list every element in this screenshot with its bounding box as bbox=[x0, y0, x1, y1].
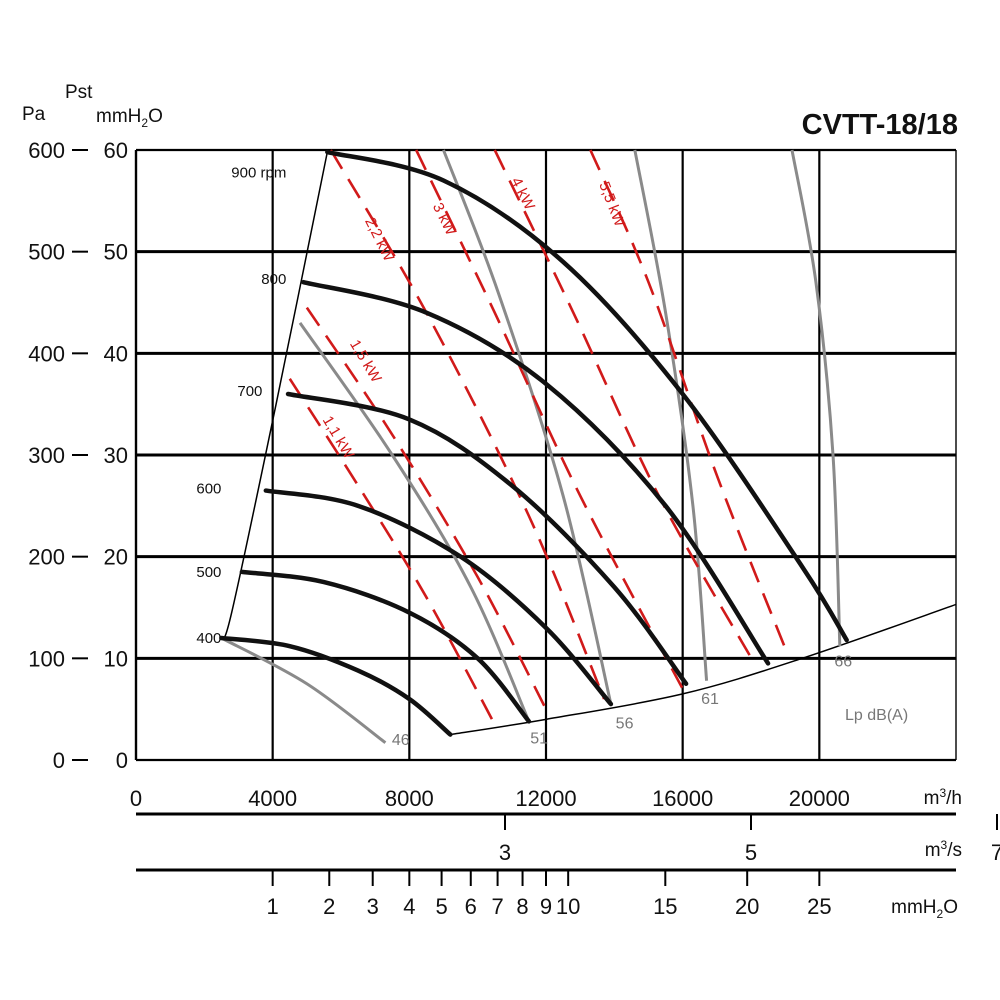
power-curve bbox=[414, 149, 684, 690]
system-boundary-curve bbox=[220, 151, 329, 640]
sound-curve-label: 56 bbox=[616, 715, 634, 732]
power-curve-label: 1,5 kW bbox=[346, 337, 385, 387]
x-tick-label: 0 bbox=[130, 786, 142, 811]
scale-ms-label: 5 bbox=[745, 840, 757, 865]
power-curve bbox=[493, 149, 756, 665]
y-tick-label-pa: 200 bbox=[28, 545, 65, 570]
power-curve-label: 2,2 kW bbox=[361, 215, 397, 265]
y-tick-label-mmh2o: 20 bbox=[104, 545, 128, 570]
y-axis-label-mmh2o: mmH2O bbox=[96, 106, 163, 130]
scale-dyn-label: 6 bbox=[465, 894, 477, 919]
scale-dyn-label: 25 bbox=[807, 894, 831, 919]
y-tick-label-mmh2o: 50 bbox=[104, 240, 128, 265]
scale-dyn-label: 3 bbox=[367, 894, 379, 919]
sound-curve-label: 61 bbox=[701, 691, 719, 708]
power-curve-label: 3 kW bbox=[429, 200, 460, 239]
sound-curve-label: 51 bbox=[530, 731, 548, 748]
y-tick-label-pa: 600 bbox=[28, 138, 65, 163]
speed-curve bbox=[285, 391, 689, 686]
scale-dyn-label: 2 bbox=[323, 894, 335, 919]
speed-curve-label: 400 bbox=[196, 630, 221, 647]
speed-curve bbox=[219, 635, 453, 737]
scale-dyn-label: 4 bbox=[403, 894, 415, 919]
y-axis-label-pst: Pst bbox=[65, 82, 93, 103]
scale-ms-label: 3 bbox=[499, 840, 511, 865]
y-tick-label-pa: 100 bbox=[28, 646, 65, 671]
speed-curve bbox=[263, 488, 614, 707]
speed-curve-label: 500 bbox=[196, 564, 221, 581]
y-tick-label-pa: 300 bbox=[28, 443, 65, 468]
dynamic-pressure-label: mmH2O bbox=[891, 897, 958, 921]
speed-curve-label: 700 bbox=[237, 383, 262, 400]
power-curve-label: 4 kW bbox=[507, 175, 538, 214]
speed-curve bbox=[325, 149, 849, 643]
chart-curves bbox=[219, 149, 957, 744]
speed-curve bbox=[239, 569, 532, 724]
lower-boundary-curve bbox=[450, 603, 957, 736]
y-tick-label-mmh2o: 0 bbox=[116, 748, 128, 773]
scale-dyn-label: 15 bbox=[653, 894, 677, 919]
y-tick-label-pa: 400 bbox=[28, 341, 65, 366]
y-tick-label-mmh2o: 60 bbox=[104, 138, 128, 163]
x-axis-label-m3h: m3/h bbox=[924, 786, 962, 809]
power-curve bbox=[288, 378, 496, 726]
y-tick-label-pa: 500 bbox=[28, 240, 65, 265]
x-tick-label: 8000 bbox=[385, 786, 434, 811]
sound-curve bbox=[790, 149, 842, 647]
sound-curve bbox=[220, 636, 387, 744]
power-curve bbox=[329, 149, 606, 700]
grid bbox=[72, 148, 998, 886]
sound-curve-label: 66 bbox=[834, 653, 852, 670]
scale-dyn-label: 8 bbox=[516, 894, 528, 919]
scale-dyn-label: 7 bbox=[491, 894, 503, 919]
speed-curve-label: 900 rpm bbox=[231, 164, 286, 181]
y-tick-label-mmh2o: 10 bbox=[104, 646, 128, 671]
speed-curve-label: 800 bbox=[261, 271, 286, 288]
x-tick-label: 16000 bbox=[652, 786, 713, 811]
y-tick-label-mmh2o: 30 bbox=[104, 443, 128, 468]
x-tick-label: 4000 bbox=[248, 786, 297, 811]
sound-curve bbox=[633, 149, 709, 681]
x-axis-label-m3s: m3/s bbox=[925, 838, 962, 861]
sound-unit-label: Lp dB(A) bbox=[845, 707, 908, 724]
power-curve-label: 5,5 kW bbox=[595, 179, 628, 229]
y-axis-label-pa: Pa bbox=[22, 104, 46, 125]
y-tick-label-pa: 0 bbox=[53, 748, 65, 773]
y-tick-label-mmh2o: 40 bbox=[104, 341, 128, 366]
scale-dyn-label: 1 bbox=[267, 894, 279, 919]
sound-curve bbox=[298, 321, 531, 722]
power-curve bbox=[589, 149, 787, 649]
speed-curve-label: 600 bbox=[196, 481, 221, 498]
scale-dyn-label: 5 bbox=[435, 894, 447, 919]
scale-dyn-label: 10 bbox=[556, 894, 580, 919]
x-tick-label: 12000 bbox=[515, 786, 576, 811]
x-tick-label: 20000 bbox=[789, 786, 850, 811]
scale-dyn-label: 20 bbox=[735, 894, 759, 919]
speed-curve bbox=[301, 279, 771, 666]
scale-dyn-label: 9 bbox=[540, 894, 552, 919]
chart-title: CVTT-18/18 bbox=[802, 109, 958, 141]
sound-curve-label: 46 bbox=[392, 732, 410, 749]
scale-ms-label: 7 bbox=[991, 840, 1000, 865]
